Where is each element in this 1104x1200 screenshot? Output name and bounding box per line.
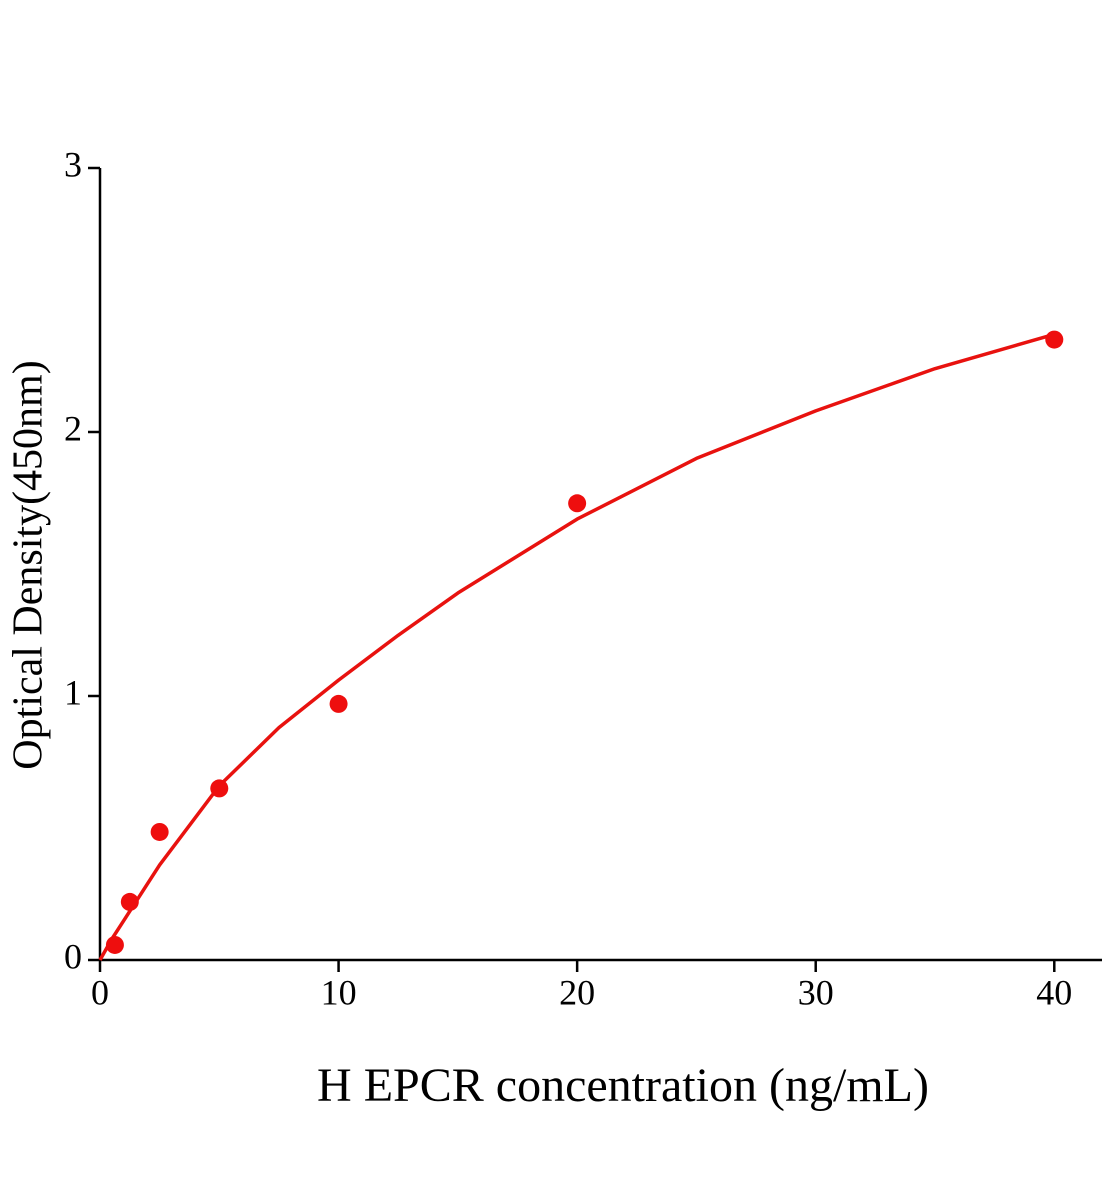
x-tick-label: 0 [91,972,109,1012]
y-axis-title: Optical Density(450nm) [6,360,52,769]
y-tick-label: 2 [64,408,82,448]
x-tick-label: 30 [798,972,834,1012]
data-point [568,494,587,513]
x-tick-label: 40 [1036,972,1072,1012]
data-point [150,822,169,841]
y-tick-label: 0 [64,936,82,976]
data-point [210,779,229,798]
data-point [329,694,348,713]
x-tick-label: 10 [321,972,357,1012]
data-point [1045,330,1064,349]
x-axis-title: H EPCR concentration (ng/mL) [317,1059,929,1112]
y-tick-label: 3 [64,144,82,184]
y-tick-label: 1 [64,672,82,712]
data-point [105,935,124,954]
data-point [120,892,139,911]
fit-curve [98,332,1055,961]
x-tick-label: 20 [559,972,595,1012]
